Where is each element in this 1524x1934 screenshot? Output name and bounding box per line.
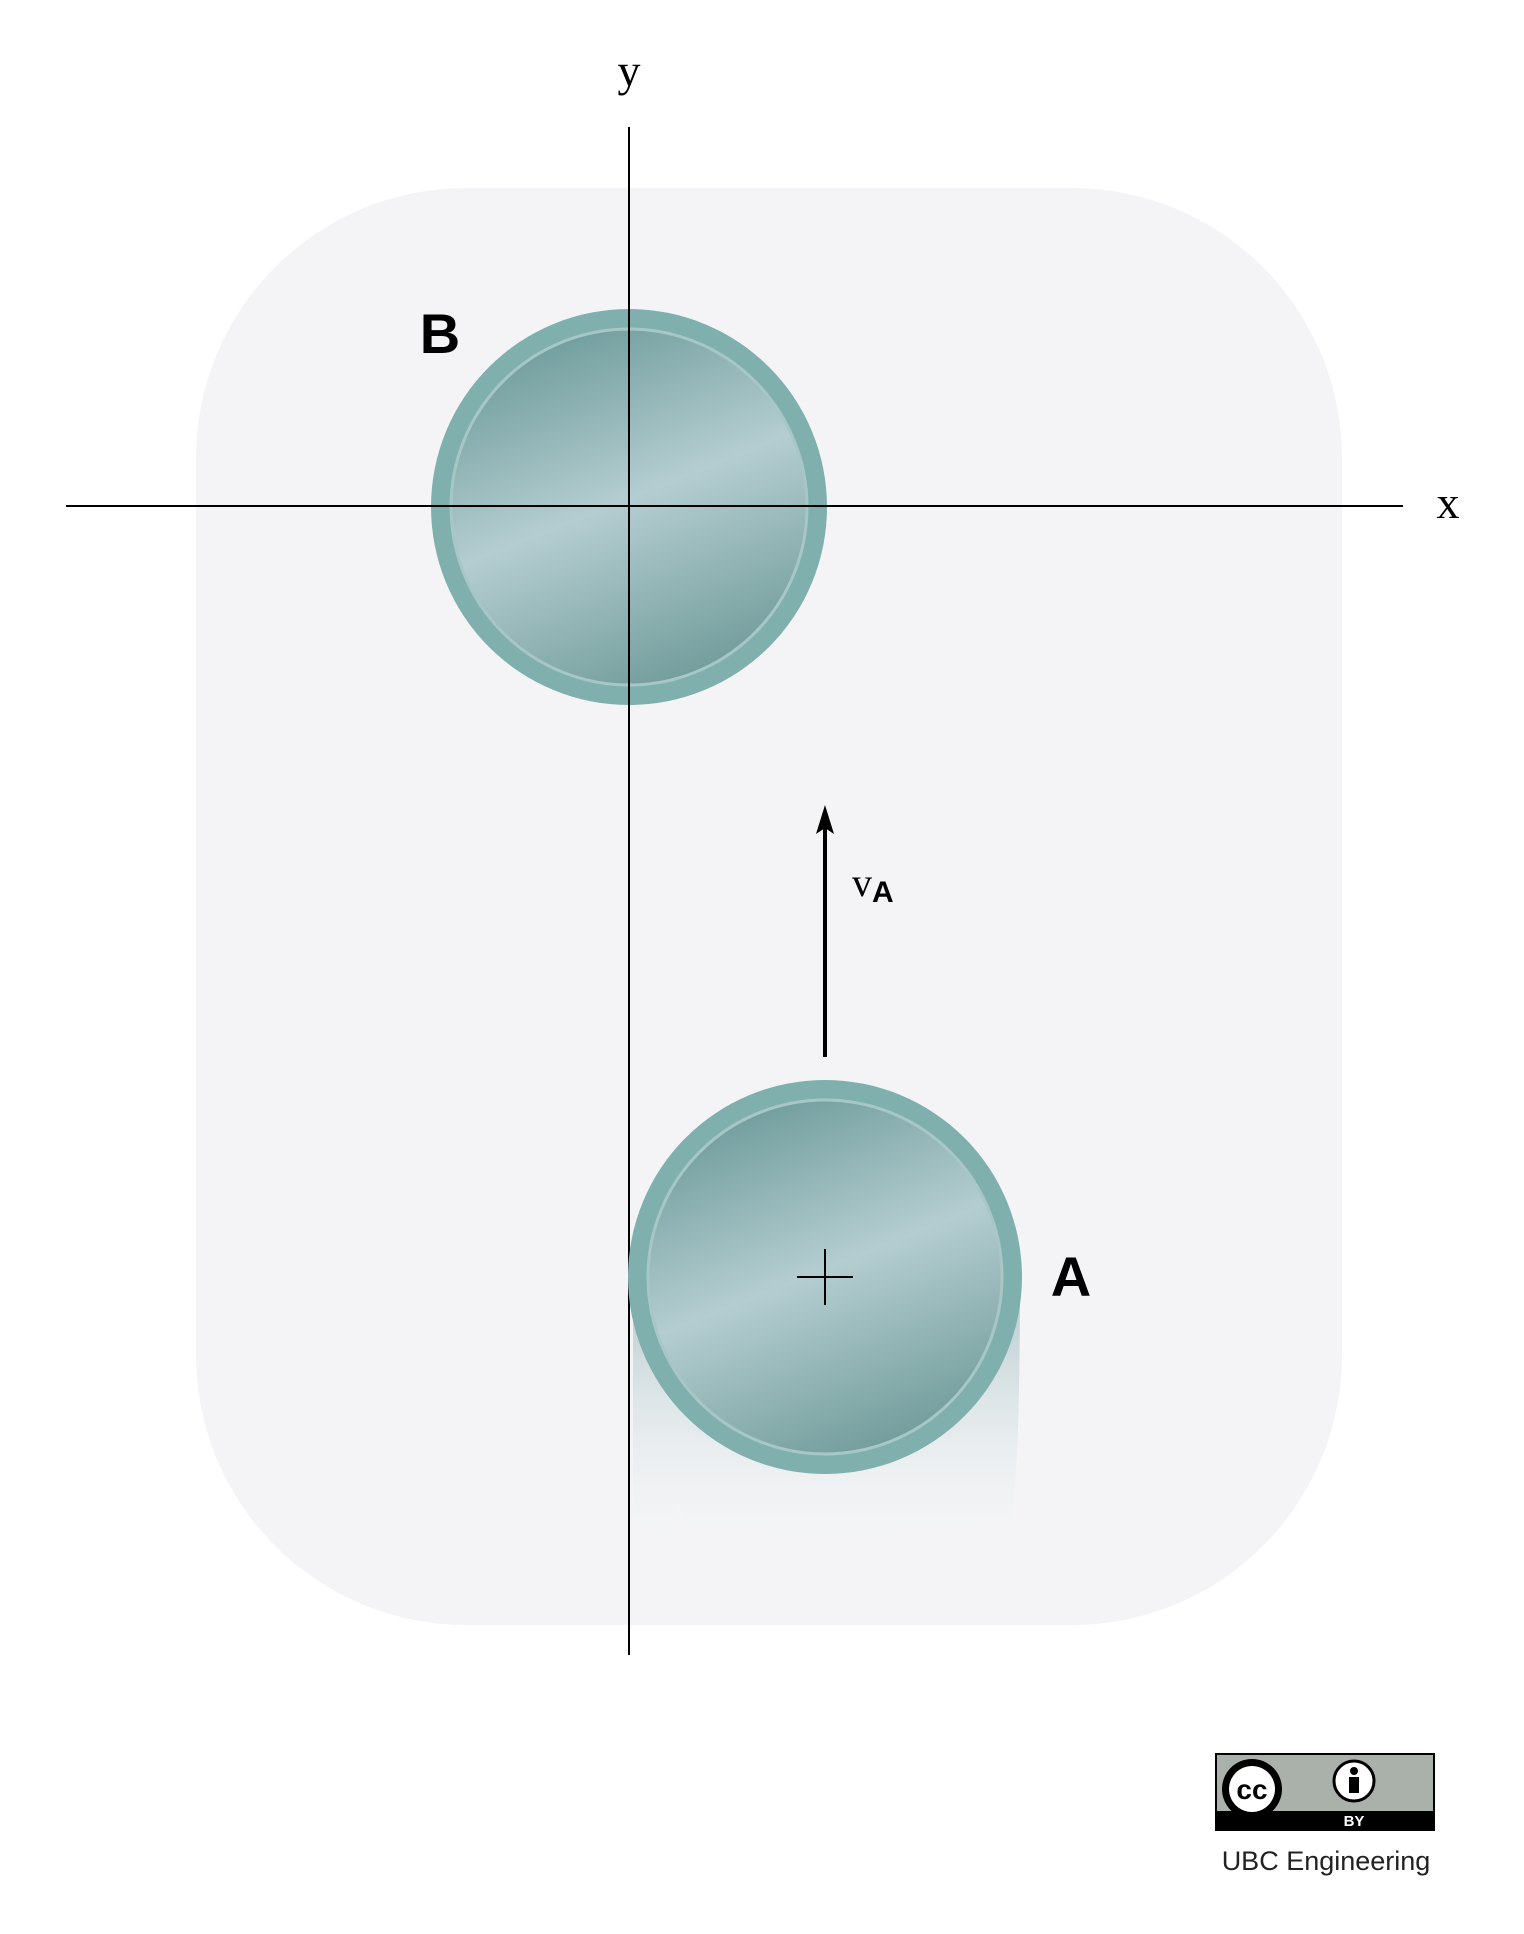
velocity-subscript: A bbox=[872, 876, 894, 909]
x-axis-label: x bbox=[1437, 477, 1460, 528]
cc-icon-text: cc bbox=[1236, 1774, 1267, 1805]
cc-by-license-badge: cc BY bbox=[1215, 1753, 1435, 1831]
attribution-icon bbox=[1332, 1759, 1376, 1803]
velocity-symbol: v bbox=[852, 860, 872, 905]
y-axis-label: y bbox=[618, 45, 641, 96]
disc-b-label: B bbox=[420, 302, 460, 365]
disc-a-label: A bbox=[1051, 1245, 1091, 1308]
velocity-arrow bbox=[816, 805, 834, 1057]
credit-text: UBC Engineering bbox=[1222, 1846, 1431, 1876]
by-label: BY bbox=[1344, 1813, 1365, 1830]
velocity-label: vA bbox=[852, 860, 894, 909]
cc-icon: cc bbox=[1222, 1759, 1282, 1819]
disc-a-center-mark bbox=[797, 1249, 853, 1305]
